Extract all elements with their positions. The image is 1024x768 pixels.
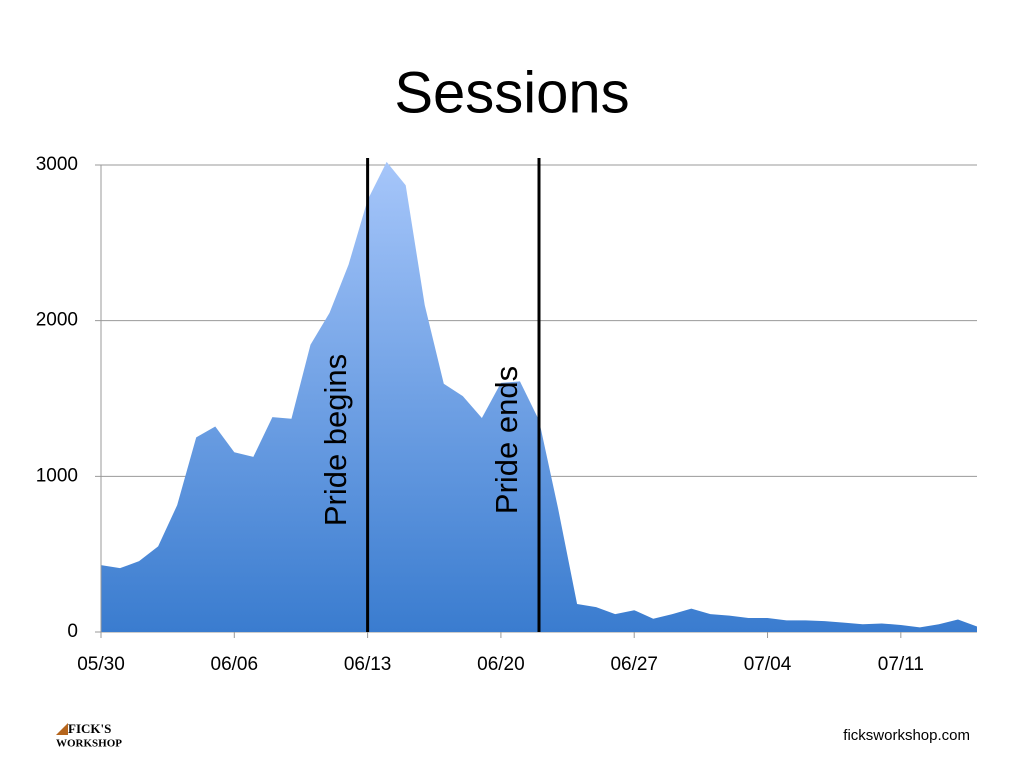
x-tick-label: 06/27 (610, 654, 658, 675)
x-tick-label: 07/04 (744, 654, 792, 675)
chart-title: Sessions (394, 60, 629, 125)
annotation-label: Pride begins (318, 354, 353, 526)
x-tick-label: 06/06 (211, 654, 259, 675)
y-tick-label: 3000 (36, 154, 78, 175)
y-tick-label: 2000 (36, 310, 78, 331)
footer: FICK'S WORKSHOP ficksworkshop.com (56, 721, 970, 750)
logo-icon (56, 723, 68, 735)
logo-line: WORKSHOP (56, 738, 122, 750)
area (101, 161, 977, 633)
logo-line: FICK'S (68, 721, 111, 736)
annotation-label: Pride ends (489, 366, 524, 514)
x-tick-label: 05/30 (77, 654, 125, 675)
x-tick-label: 06/20 (477, 654, 525, 675)
x-tick-label: 06/13 (344, 654, 392, 675)
x-tick-label: 07/11 (878, 654, 924, 675)
site-url: ficksworkshop.com (843, 727, 970, 744)
y-tick-label: 1000 (36, 465, 78, 486)
y-tick-label: 0 (67, 621, 78, 642)
